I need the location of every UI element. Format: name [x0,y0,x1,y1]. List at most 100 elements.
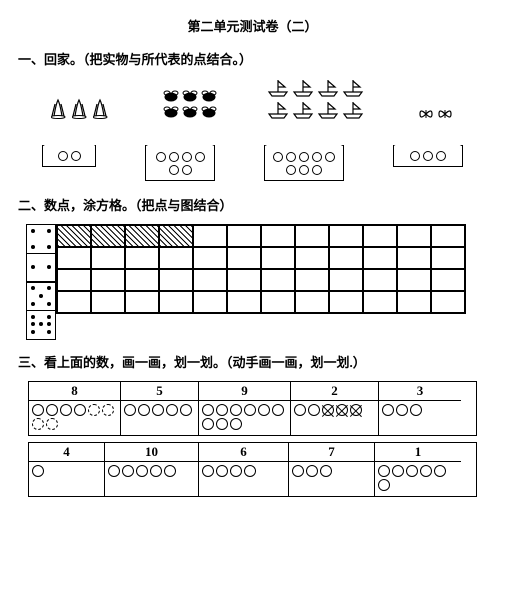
q3-column: 7 [289,443,375,496]
q3-column: 6 [199,443,289,496]
plant-icon [72,98,90,120]
circle-box [29,462,104,496]
house [145,130,215,181]
page-title: 第二单元测试卷（二） [18,16,487,35]
grid-cell [91,291,125,313]
dot-icon [299,152,309,162]
q3-column: 3 [379,382,461,435]
house [393,130,463,181]
butterfly-icon [437,106,453,120]
grid-cell [431,291,465,313]
grid-cell [295,291,329,313]
grid-cell [397,269,431,291]
circle-icon [434,465,446,477]
grid-cell [227,269,261,291]
circle-icon [202,465,214,477]
circle-icon [244,404,256,416]
dashed-circle-icon [88,404,100,416]
house-body [393,145,463,167]
circle-box [375,462,461,496]
circle-icon [164,465,176,477]
bee-icon [182,106,198,120]
circle-icon [320,465,332,477]
circle-icon [138,404,150,416]
boat-icon [267,100,289,120]
circle-icon [230,404,242,416]
dashed-circle-icon [102,404,114,416]
circle-icon [216,404,228,416]
dot-icon [156,152,166,162]
grid-cell [363,225,397,247]
dice-7 [26,310,56,340]
dot-icon [58,151,68,161]
column-number: 6 [199,443,288,462]
grid-cell [431,225,465,247]
grid-cell [363,269,397,291]
dot-icon [286,152,296,162]
dot-icon [169,165,179,175]
circle-box [289,462,374,496]
house [42,130,96,181]
circle-icon [60,404,72,416]
dot-icon [325,152,335,162]
q2-area [26,224,487,338]
circle-box [379,401,461,435]
grid-cell [329,291,363,313]
circle-box [291,401,378,435]
crossed-circle-icon [350,404,362,416]
bees-group [162,90,218,120]
circle-box [29,401,120,435]
dashed-circle-icon [46,418,58,430]
boat-icon [267,78,289,98]
grid-cell [363,291,397,313]
grid-cell [261,247,295,269]
grid-cell [261,269,295,291]
column-number: 1 [375,443,461,462]
grid-cell [363,247,397,269]
circle-icon [258,404,270,416]
circle-box [199,401,290,435]
circle-icon [396,404,408,416]
grid-cell [125,247,159,269]
circle-icon [136,465,148,477]
circle-icon [152,404,164,416]
butterflies-group [413,106,457,120]
dot-icon [195,152,205,162]
butterfly-icon [418,106,434,120]
grid-cell [193,269,227,291]
boat-icon [317,100,339,120]
dot-icon [312,165,322,175]
q1-object-row [24,78,481,120]
dot-icon [182,165,192,175]
grid-cell [57,291,91,313]
column-number: 4 [29,443,104,462]
grid-cell [431,269,465,291]
grid-cell [261,291,295,313]
grid-cell [125,269,159,291]
circle-icon [378,479,390,491]
circle-icon [392,465,404,477]
grid-cell [431,247,465,269]
circle-icon [32,465,44,477]
circle-icon [294,404,306,416]
column-number: 8 [29,382,120,401]
circle-icon [166,404,178,416]
dashed-circle-icon [32,418,44,430]
q3-column: 2 [291,382,379,435]
dot-icon [286,165,296,175]
circle-icon [46,404,58,416]
circle-box [199,462,288,496]
grid-cell [125,291,159,313]
circle-icon [32,404,44,416]
q1-houses-row [18,130,487,181]
q3-column: 10 [105,443,199,496]
q3-table-2: 410671 [28,442,477,497]
circle-box [105,462,198,496]
q1-heading: 一、回家。（把实物与所代表的点结合。） [18,49,487,68]
column-number: 9 [199,382,290,401]
grid-cell [295,225,329,247]
circle-icon [292,465,304,477]
boat-icon [317,78,339,98]
grid-cell [57,247,91,269]
bee-icon [182,90,198,104]
